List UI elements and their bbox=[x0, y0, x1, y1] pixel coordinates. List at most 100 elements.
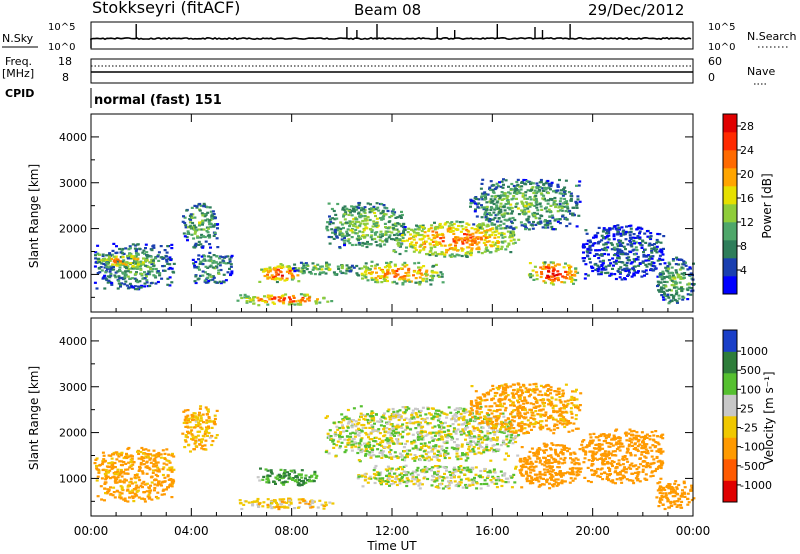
power-pixel bbox=[686, 268, 690, 271]
power-pixel bbox=[479, 236, 483, 239]
velocity-pixel bbox=[443, 456, 447, 460]
power-pixel bbox=[330, 236, 334, 239]
power-pixel bbox=[488, 220, 492, 223]
velocity-pixel bbox=[142, 463, 146, 466]
velocity-pixel bbox=[440, 430, 444, 433]
power-pixel bbox=[417, 261, 421, 264]
power-pixel bbox=[507, 242, 511, 245]
power-pixel bbox=[536, 209, 540, 212]
power-pixel bbox=[381, 269, 385, 273]
power-pixel bbox=[307, 296, 311, 299]
power-pixel bbox=[477, 198, 481, 201]
velocity-pixel bbox=[397, 415, 401, 419]
velocity-pixel bbox=[370, 438, 374, 441]
power-pixel bbox=[356, 206, 360, 209]
power-pixel bbox=[383, 272, 387, 275]
velocity-pixel bbox=[151, 465, 155, 468]
power-pixel bbox=[122, 262, 125, 265]
power-pixel bbox=[364, 276, 368, 279]
velocity-pixel bbox=[191, 438, 195, 441]
power-pixel bbox=[154, 282, 158, 285]
power-pixel bbox=[156, 270, 160, 273]
power-pixel bbox=[170, 267, 174, 270]
power-pixel bbox=[524, 228, 527, 231]
power-pixel bbox=[275, 280, 279, 284]
power-pixel bbox=[547, 277, 551, 281]
velocity-pixel bbox=[198, 438, 201, 441]
power-pixel bbox=[495, 201, 499, 204]
power-pixel bbox=[593, 254, 597, 257]
velocity-pixel bbox=[370, 448, 374, 451]
velocity-pixel bbox=[480, 441, 484, 444]
power-pixel bbox=[374, 264, 378, 267]
power-pixel bbox=[484, 216, 488, 219]
velocity-pixel bbox=[398, 466, 402, 469]
velocity-pixel bbox=[276, 503, 280, 506]
velocity-pixel bbox=[481, 426, 485, 429]
velocity-pixel bbox=[167, 453, 171, 456]
power-pixel bbox=[626, 258, 630, 262]
power-pixel bbox=[126, 254, 129, 257]
power-pixel bbox=[607, 231, 611, 234]
power-pixel bbox=[333, 218, 337, 221]
power-pixel bbox=[119, 285, 122, 288]
power-pixel bbox=[524, 212, 528, 215]
power-pixel bbox=[195, 206, 199, 209]
power-pixel bbox=[661, 296, 665, 299]
power-pixel bbox=[433, 226, 437, 229]
power-pixel bbox=[386, 227, 390, 230]
power-pixel bbox=[606, 235, 609, 238]
velocity-pixel bbox=[183, 419, 187, 422]
power-pixel bbox=[438, 222, 442, 226]
power-pixel bbox=[341, 206, 345, 209]
power-pixel bbox=[558, 202, 562, 206]
power-pixel bbox=[270, 274, 274, 277]
velocity-pixel bbox=[262, 501, 266, 504]
power-pixel bbox=[378, 243, 382, 246]
power-pixel bbox=[224, 262, 228, 265]
power-pixel bbox=[196, 265, 200, 268]
power-pixel bbox=[350, 227, 354, 231]
power-pixel bbox=[512, 227, 516, 230]
power-pixel bbox=[212, 234, 216, 237]
velocity-pixel bbox=[425, 417, 429, 420]
power-pixel bbox=[547, 182, 551, 185]
power-pixel bbox=[490, 223, 494, 226]
velocity-pixel bbox=[357, 418, 361, 421]
velocity-pixel bbox=[369, 456, 373, 459]
power-pixel bbox=[371, 271, 374, 274]
station-title: Stokkseyri (fitACF) bbox=[92, 0, 240, 17]
velocity-pixel bbox=[436, 454, 440, 457]
velocity-pixel bbox=[328, 429, 332, 432]
velocity-pixel bbox=[400, 426, 404, 429]
velocity-pixel bbox=[369, 415, 373, 418]
velocity-pixel bbox=[440, 445, 444, 448]
power-pixel bbox=[345, 207, 349, 210]
power-pixel bbox=[662, 277, 666, 280]
velocity-pixel bbox=[463, 473, 467, 476]
velocity-pixel bbox=[269, 500, 273, 503]
velocity-pixel bbox=[417, 425, 421, 428]
power-pixel bbox=[650, 261, 654, 264]
power-pixel bbox=[501, 236, 505, 239]
power-pixel bbox=[445, 251, 448, 254]
power-pixel bbox=[477, 248, 481, 251]
power-pixel bbox=[285, 270, 289, 273]
velocity-pixel bbox=[370, 412, 373, 415]
power-pixel bbox=[571, 206, 575, 209]
power-pixel bbox=[399, 276, 403, 279]
velocity-pixel bbox=[170, 470, 174, 473]
velocity-pixel bbox=[414, 407, 417, 410]
velocity-pixel bbox=[338, 426, 342, 430]
power-pixel bbox=[159, 245, 163, 248]
power-pixel bbox=[629, 250, 633, 254]
velocity-pixel bbox=[510, 433, 514, 436]
velocity-pixel bbox=[485, 446, 489, 449]
velocity-pixel bbox=[454, 432, 458, 435]
power-pixel bbox=[428, 279, 432, 282]
freq-tick-top: 18 bbox=[58, 55, 72, 68]
power-pixel bbox=[469, 254, 473, 257]
power-pixel bbox=[631, 249, 635, 252]
power-pixel bbox=[132, 257, 136, 260]
power-pixel bbox=[364, 262, 368, 265]
